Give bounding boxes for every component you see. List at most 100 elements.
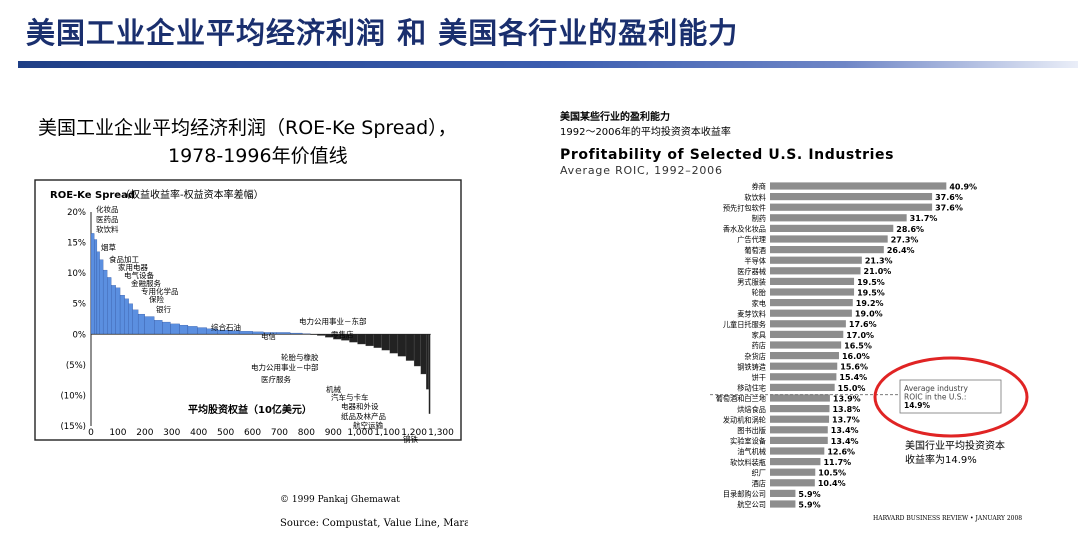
roic-category-label: 杂货店 bbox=[744, 352, 766, 361]
average-roic-callout-text: Average industry bbox=[904, 384, 968, 393]
left-y-tick-label: 0% bbox=[73, 330, 87, 340]
positive-spread-bar bbox=[197, 327, 207, 335]
left-chart-frame bbox=[34, 179, 462, 441]
left-industry-annotation: 保险 bbox=[149, 294, 164, 304]
roic-category-label: 实验室设备 bbox=[730, 437, 766, 446]
negative-spread-bar bbox=[413, 334, 421, 367]
roic-category-label: 航空公司 bbox=[737, 500, 766, 509]
roic-bar bbox=[770, 458, 821, 466]
roic-bar bbox=[770, 426, 828, 434]
left-x-tick-label: 700 bbox=[271, 428, 288, 438]
roic-value-label: 21.0% bbox=[864, 267, 892, 276]
roic-bar bbox=[770, 288, 855, 296]
average-roic-callout-text: ROIC in the U.S.: bbox=[904, 393, 966, 402]
left-industry-annotation: 零售店 bbox=[331, 329, 354, 339]
left-x-tick-label: 800 bbox=[298, 428, 315, 438]
negative-spread-bar bbox=[426, 334, 430, 390]
roic-category-label: 半导体 bbox=[744, 256, 766, 265]
left-y-tick-label: (15%) bbox=[60, 422, 86, 432]
positive-spread-bar bbox=[102, 269, 108, 335]
roic-bar bbox=[770, 182, 947, 190]
right-footer: HARVARD BUSINESS REVIEW • JANUARY 2008 bbox=[873, 515, 1022, 522]
roic-category-label: 轮胎 bbox=[752, 288, 766, 297]
positive-spread-bar bbox=[94, 239, 98, 335]
roic-value-label: 17.6% bbox=[849, 320, 877, 329]
roic-value-label: 19.5% bbox=[857, 288, 885, 297]
left-source: Source: Compustat, Value Line, Marakon A… bbox=[280, 518, 468, 529]
roic-value-label: 16.5% bbox=[844, 341, 872, 350]
roic-bar bbox=[770, 468, 816, 476]
left-y-tick-label: (5%) bbox=[66, 361, 86, 371]
roic-value-label: 13.4% bbox=[831, 437, 859, 446]
left-x-tick-label: 1,000 bbox=[347, 428, 373, 438]
negative-spread-bar bbox=[389, 334, 399, 354]
roic-bar bbox=[770, 479, 815, 487]
left-industry-annotation: 电器和外设 bbox=[341, 401, 379, 411]
left-x-tick-label: 400 bbox=[190, 428, 207, 438]
right-chart-title: Profitability of Selected U.S. Industrie… bbox=[560, 147, 894, 163]
left-industry-annotation: 医疗服务 bbox=[261, 374, 291, 384]
roic-category-label: 发动机和涡轮 bbox=[723, 415, 766, 424]
roic-bar bbox=[770, 277, 855, 285]
roic-bar bbox=[770, 341, 842, 349]
roic-value-label: 15.4% bbox=[839, 373, 867, 382]
roic-value-label: 11.7% bbox=[823, 458, 851, 467]
roic-bar bbox=[770, 394, 830, 402]
roic-value-label: 10.5% bbox=[818, 469, 846, 478]
left-industry-annotation: 食品加工 bbox=[109, 254, 139, 264]
left-industry-annotation: 电力公用事业－中部 bbox=[251, 362, 319, 372]
roic-bar bbox=[770, 373, 837, 381]
average-roic-callout-text: 14.9% bbox=[904, 401, 931, 410]
roic-value-label: 37.6% bbox=[935, 193, 963, 202]
roic-category-label: 家具 bbox=[752, 331, 766, 340]
positive-spread-bar bbox=[107, 277, 112, 335]
left-y-tick-label: 10% bbox=[67, 269, 86, 279]
positive-spread-bar bbox=[99, 259, 104, 335]
roic-category-label: 烘焙食品 bbox=[737, 405, 766, 414]
roic-category-label: 广告代理 bbox=[737, 235, 766, 244]
roic-category-label: 家电 bbox=[752, 299, 766, 308]
left-industry-annotation: 综合石油 bbox=[211, 322, 241, 332]
average-roic-callout-box bbox=[899, 379, 1002, 414]
positive-spread-bar bbox=[115, 287, 121, 335]
positive-spread-bar bbox=[96, 251, 100, 335]
positive-spread-bar bbox=[124, 298, 129, 335]
positive-spread-bar bbox=[238, 331, 253, 335]
title-underline-bar bbox=[18, 61, 1078, 68]
left-industry-annotation: 软饮料 bbox=[96, 224, 119, 234]
left-industry-annotation: 钢铁 bbox=[403, 434, 418, 444]
roic-bar bbox=[770, 330, 844, 338]
roic-value-label: 16.0% bbox=[842, 352, 870, 361]
roic-value-label: 26.4% bbox=[887, 246, 915, 255]
left-y-tick-label: 5% bbox=[73, 300, 87, 310]
roic-bar bbox=[770, 362, 838, 370]
left-x-tick-label: 600 bbox=[244, 428, 261, 438]
left-x-tick-label: 300 bbox=[163, 428, 180, 438]
roic-bar bbox=[770, 193, 933, 201]
roic-bar bbox=[770, 320, 846, 328]
roic-bar bbox=[770, 500, 796, 508]
roic-category-label: 制药 bbox=[752, 214, 766, 223]
roic-category-label: 医疗器械 bbox=[737, 267, 766, 276]
roic-value-label: 13.8% bbox=[832, 405, 860, 414]
positive-spread-bar bbox=[90, 233, 95, 335]
negative-spread-bar bbox=[428, 334, 431, 414]
right-note-line-2: 收益率为14.9% bbox=[905, 453, 977, 466]
left-industry-annotation: 专用化学品 bbox=[141, 286, 179, 296]
roic-value-label: 5.9% bbox=[798, 490, 820, 499]
right-roic-chart: 美国某些行业的盈利能力 1992～2006年的平均投资资本收益率 Profita… bbox=[560, 110, 1029, 522]
roic-category-label: 葡萄酒和白兰地 bbox=[716, 394, 766, 403]
roic-value-label: 19.2% bbox=[856, 299, 884, 308]
roic-category-label: 葡萄酒 bbox=[744, 246, 766, 255]
positive-spread-bar bbox=[119, 295, 125, 335]
left-economic-profit-chart: 美国工业企业平均经济利润（ROE-Ke Spread）， 1978-1996年价… bbox=[34, 117, 468, 529]
right-note-line-1: 美国行业平均投资资本 bbox=[905, 439, 1005, 452]
positive-spread-bar bbox=[132, 309, 139, 335]
roic-category-label: 儿童日托服务 bbox=[723, 320, 766, 329]
roic-bar bbox=[770, 436, 828, 444]
roic-bar bbox=[770, 352, 839, 360]
roic-value-label: 12.6% bbox=[827, 447, 855, 456]
negative-spread-bar bbox=[405, 334, 415, 361]
roic-value-label: 40.9% bbox=[949, 182, 977, 191]
negative-spread-bar bbox=[365, 334, 374, 347]
